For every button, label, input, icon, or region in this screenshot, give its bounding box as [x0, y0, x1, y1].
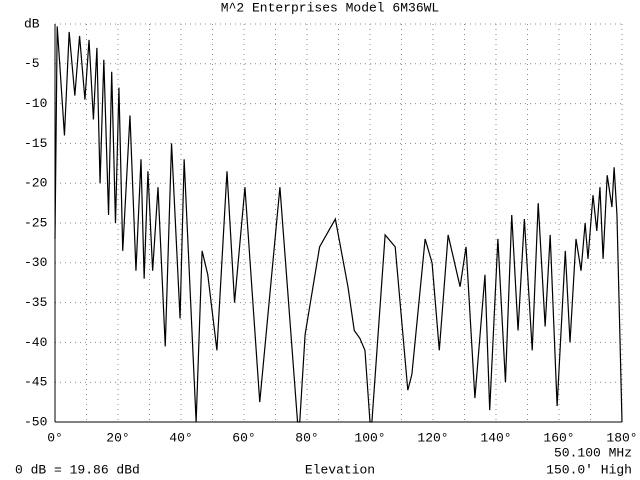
x-tick-label: 60°	[232, 430, 255, 445]
y-tick-label: -10	[24, 96, 47, 111]
height-note: 150.0' High	[546, 462, 632, 477]
y-tick-label: -15	[24, 136, 47, 151]
y-tick-label: -40	[24, 335, 47, 350]
x-tick-label: 0°	[47, 430, 63, 445]
x-axis-label: Elevation	[305, 462, 375, 477]
x-tick-label: 20°	[106, 430, 129, 445]
x-tick-label: 140°	[480, 430, 511, 445]
x-tick-label: 120°	[417, 430, 448, 445]
pattern-line	[54, 26, 623, 423]
y-tick-label: dB	[24, 16, 40, 31]
y-tick-label: -45	[24, 375, 47, 390]
chart-title: M^2 Enterprises Model 6M36WL	[221, 0, 439, 15]
x-tick-label: 80°	[295, 430, 318, 445]
reference-note: 0 dB = 19.86 dBd	[15, 462, 140, 477]
y-tick-label: -35	[24, 295, 47, 310]
y-tick-label: -5	[24, 56, 40, 71]
y-tick-label: -20	[24, 176, 47, 191]
y-tick-label: -25	[24, 215, 47, 230]
x-tick-label: 40°	[169, 430, 192, 445]
x-tick-label: 100°	[354, 430, 385, 445]
y-tick-label: -30	[24, 255, 47, 270]
y-tick-label: -50	[24, 414, 47, 429]
x-tick-label: 180°	[606, 430, 637, 445]
x-tick-label: 160°	[543, 430, 574, 445]
frequency-note: 50.100 MHz	[554, 445, 632, 460]
